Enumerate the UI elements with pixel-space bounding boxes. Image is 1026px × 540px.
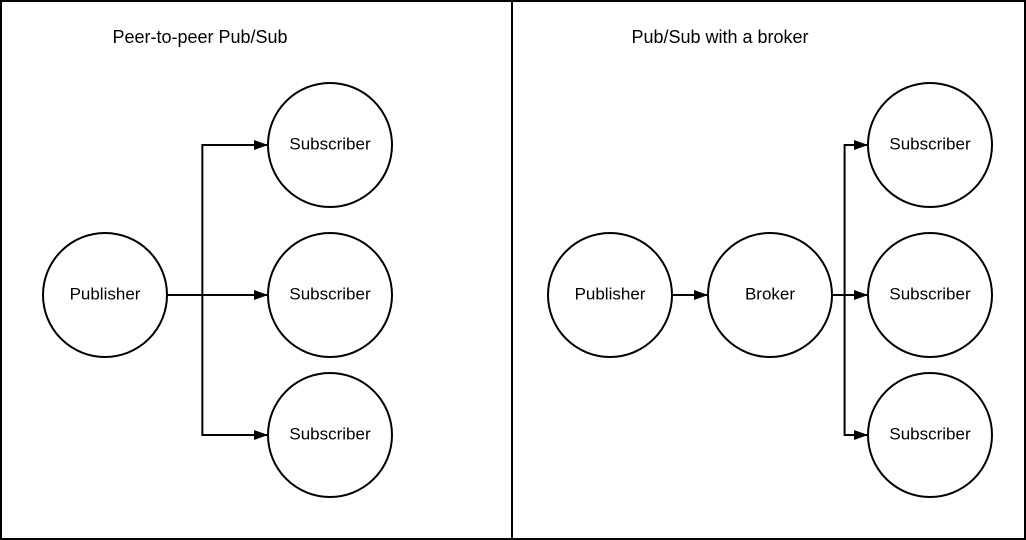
edge xyxy=(167,145,268,295)
panel-title: Peer-to-peer Pub/Sub xyxy=(112,27,287,47)
node-label: Broker xyxy=(745,284,795,303)
node-label: Subscriber xyxy=(889,134,971,153)
edge xyxy=(167,295,268,435)
node-label: Publisher xyxy=(575,284,646,303)
node: Subscriber xyxy=(868,83,992,207)
panel-title: Pub/Sub with a broker xyxy=(631,27,808,47)
node-label: Subscriber xyxy=(289,424,371,443)
node-label: Publisher xyxy=(70,284,141,303)
node-label: Subscriber xyxy=(889,284,971,303)
node: Publisher xyxy=(548,233,672,357)
node: Subscriber xyxy=(268,373,392,497)
node: Broker xyxy=(708,233,832,357)
node: Subscriber xyxy=(268,233,392,357)
edge xyxy=(832,295,868,435)
node: Subscriber xyxy=(268,83,392,207)
node-label: Subscriber xyxy=(889,424,971,443)
edge xyxy=(832,145,868,295)
node-label: Subscriber xyxy=(289,284,371,303)
node: Publisher xyxy=(43,233,167,357)
node: Subscriber xyxy=(868,233,992,357)
node: Subscriber xyxy=(868,373,992,497)
node-label: Subscriber xyxy=(289,134,371,153)
pubsub-diagram: Peer-to-peer Pub/Sub Publisher Subscriber S… xyxy=(0,0,1026,540)
